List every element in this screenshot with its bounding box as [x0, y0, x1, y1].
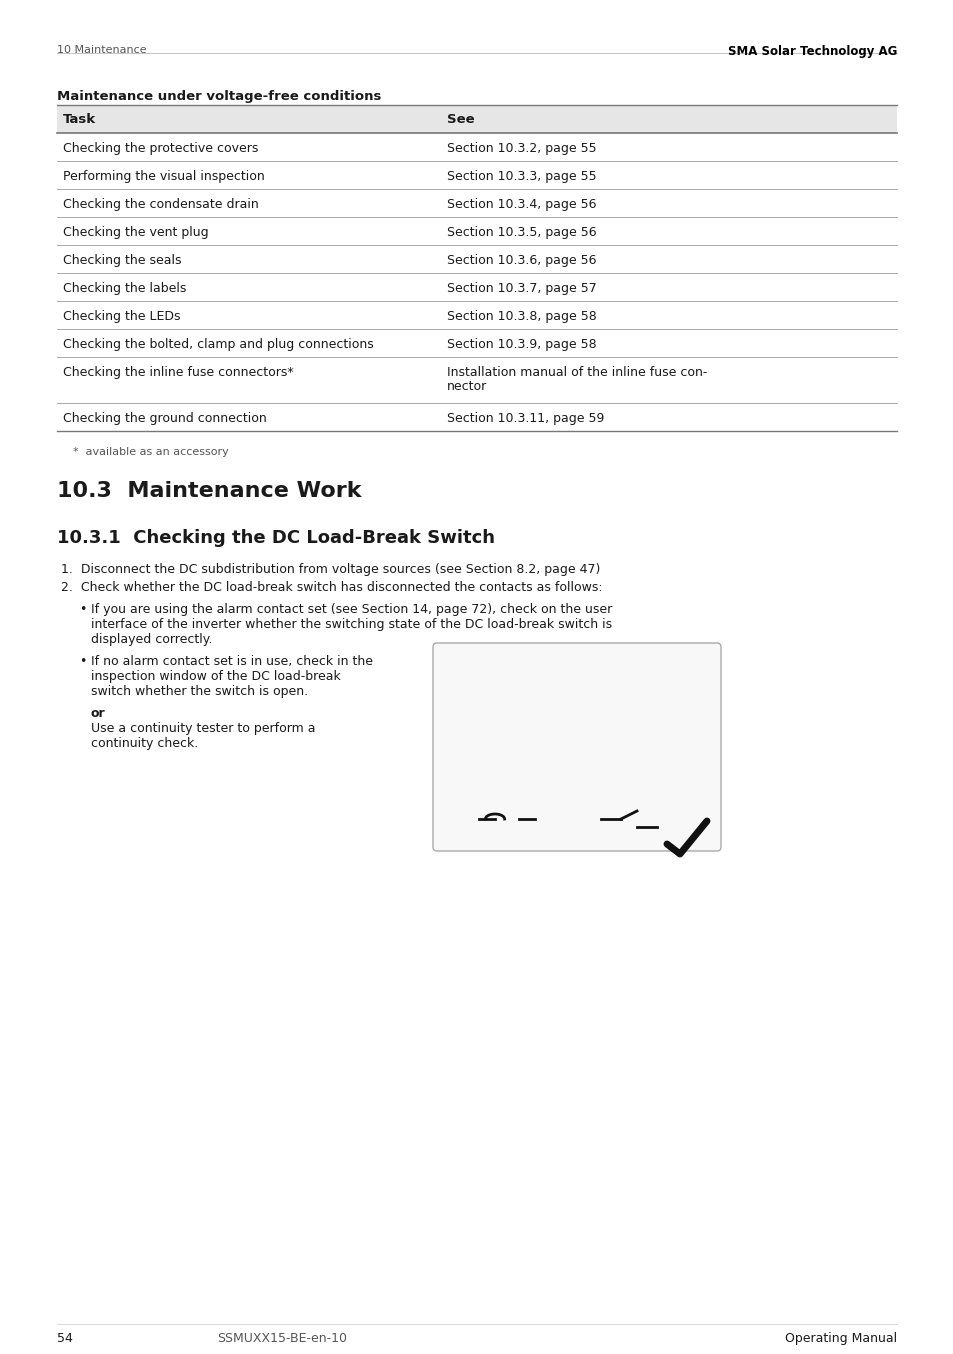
Text: Section 10.3.8, page 58: Section 10.3.8, page 58 — [447, 310, 597, 324]
Polygon shape — [543, 665, 554, 719]
Polygon shape — [532, 734, 541, 783]
Text: Use a continuity tester to perform a: Use a continuity tester to perform a — [91, 722, 315, 735]
Text: Performing the visual inspection: Performing the visual inspection — [63, 171, 265, 183]
Polygon shape — [530, 734, 532, 783]
Polygon shape — [482, 665, 483, 719]
Polygon shape — [659, 663, 680, 724]
Polygon shape — [496, 665, 505, 719]
Text: Checking the labels: Checking the labels — [63, 282, 186, 295]
Text: See: See — [447, 112, 475, 126]
Polygon shape — [507, 734, 517, 783]
Text: displayed correctly.: displayed correctly. — [91, 634, 213, 646]
Text: Checking the bolted, clamp and plug connections: Checking the bolted, clamp and plug conn… — [63, 338, 374, 351]
Text: •: • — [79, 603, 87, 616]
Text: Section 10.3.4, page 56: Section 10.3.4, page 56 — [447, 198, 596, 211]
Text: switch whether the switch is open.: switch whether the switch is open. — [91, 685, 308, 699]
Polygon shape — [507, 665, 517, 719]
Polygon shape — [577, 722, 680, 727]
Polygon shape — [542, 665, 543, 719]
Text: Checking the seals: Checking the seals — [63, 255, 181, 267]
Text: or: or — [91, 707, 106, 720]
Polygon shape — [577, 663, 598, 724]
Text: SMA Solar Technology AG: SMA Solar Technology AG — [727, 45, 896, 58]
Text: interface of the inverter whether the switching state of the DC load-break switc: interface of the inverter whether the sw… — [91, 617, 612, 631]
Text: 2.  Check whether the DC load-break switch has disconnected the contacts as foll: 2. Check whether the DC load-break switc… — [61, 581, 602, 594]
FancyBboxPatch shape — [433, 643, 720, 852]
Text: 10 Maintenance: 10 Maintenance — [57, 45, 147, 56]
Polygon shape — [543, 734, 554, 783]
Text: Maintenance under voltage-free conditions: Maintenance under voltage-free condition… — [57, 89, 381, 103]
Text: Checking the protective covers: Checking the protective covers — [63, 142, 258, 154]
Text: Section 10.3.11, page 59: Section 10.3.11, page 59 — [447, 412, 604, 425]
Polygon shape — [483, 665, 494, 719]
Polygon shape — [482, 734, 483, 783]
Polygon shape — [518, 734, 519, 783]
Polygon shape — [605, 730, 626, 785]
Polygon shape — [519, 665, 530, 719]
Polygon shape — [630, 730, 651, 785]
Polygon shape — [494, 734, 496, 783]
Text: 10.3.1  Checking the DC Load-Break Switch: 10.3.1 Checking the DC Load-Break Switch — [57, 529, 495, 547]
Text: Checking the condensate drain: Checking the condensate drain — [63, 198, 258, 211]
Polygon shape — [656, 730, 677, 785]
Polygon shape — [532, 665, 541, 719]
Polygon shape — [602, 665, 655, 707]
Polygon shape — [455, 663, 558, 723]
Polygon shape — [530, 665, 532, 719]
Polygon shape — [57, 106, 896, 133]
Polygon shape — [470, 665, 472, 719]
Text: 54: 54 — [57, 1332, 72, 1345]
Polygon shape — [519, 734, 530, 783]
Polygon shape — [600, 734, 657, 762]
Polygon shape — [573, 659, 684, 789]
Polygon shape — [459, 665, 470, 719]
Polygon shape — [580, 730, 601, 785]
Polygon shape — [472, 734, 481, 783]
Text: •: • — [79, 655, 87, 668]
Text: SSMUXX15-BE-en-10: SSMUXX15-BE-en-10 — [216, 1332, 347, 1345]
Text: continuity check.: continuity check. — [91, 737, 198, 750]
Text: *  available as an accessory: * available as an accessory — [73, 447, 229, 458]
Text: Section 10.3.7, page 57: Section 10.3.7, page 57 — [447, 282, 597, 295]
Text: Section 10.3.6, page 56: Section 10.3.6, page 56 — [447, 255, 596, 267]
Polygon shape — [518, 665, 519, 719]
Polygon shape — [496, 734, 505, 783]
Polygon shape — [494, 665, 496, 719]
Text: Checking the vent plug: Checking the vent plug — [63, 226, 209, 240]
Polygon shape — [542, 734, 543, 783]
Text: If no alarm contact set is in use, check in the: If no alarm contact set is in use, check… — [91, 655, 373, 668]
Polygon shape — [459, 734, 470, 783]
Text: Task: Task — [63, 112, 96, 126]
Text: Section 10.3.9, page 58: Section 10.3.9, page 58 — [447, 338, 596, 351]
Polygon shape — [472, 665, 481, 719]
Text: Section 10.3.3, page 55: Section 10.3.3, page 55 — [447, 171, 596, 183]
Text: 1.  Disconnect the DC subdistribution from voltage sources (see Section 8.2, pag: 1. Disconnect the DC subdistribution fro… — [61, 563, 599, 575]
Text: Section 10.3.5, page 56: Section 10.3.5, page 56 — [447, 226, 596, 240]
Text: Section 10.3.2, page 55: Section 10.3.2, page 55 — [447, 142, 596, 154]
Text: Checking the ground connection: Checking the ground connection — [63, 412, 267, 425]
Text: Operating Manual: Operating Manual — [784, 1332, 896, 1345]
Text: nector: nector — [447, 380, 487, 393]
Polygon shape — [470, 734, 472, 783]
Text: Checking the inline fuse connectors*: Checking the inline fuse connectors* — [63, 366, 294, 379]
Text: Checking the LEDs: Checking the LEDs — [63, 310, 180, 324]
Polygon shape — [483, 734, 494, 783]
Text: If you are using the alarm contact set (see Section 14, page 72), check on the u: If you are using the alarm contact set (… — [91, 603, 612, 616]
Polygon shape — [455, 733, 558, 785]
Polygon shape — [455, 724, 558, 730]
Polygon shape — [506, 734, 507, 783]
Text: Installation manual of the inline fuse con-: Installation manual of the inline fuse c… — [447, 366, 706, 379]
Text: inspection window of the DC load-break: inspection window of the DC load-break — [91, 670, 340, 682]
Text: 10.3  Maintenance Work: 10.3 Maintenance Work — [57, 481, 361, 501]
Polygon shape — [506, 665, 507, 719]
Polygon shape — [451, 659, 562, 789]
